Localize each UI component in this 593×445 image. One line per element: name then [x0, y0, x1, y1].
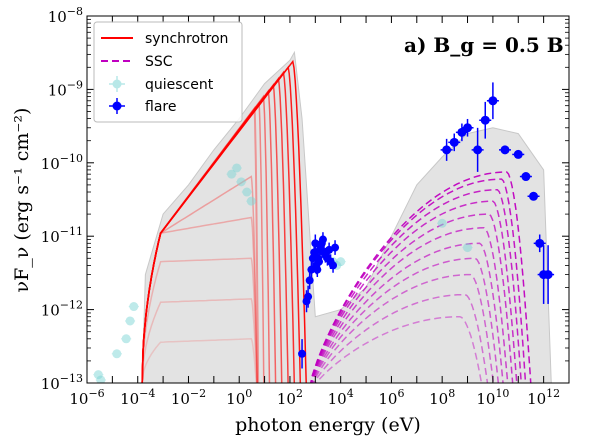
- x-tick-label: 106: [378, 387, 404, 408]
- y-tick-label: 10−12: [41, 299, 83, 320]
- legend-flare-label: flare: [145, 99, 176, 115]
- quiescent-points: [93, 163, 473, 383]
- y-tick-label: 10−8: [48, 5, 83, 26]
- flare-point: [440, 138, 453, 161]
- quiescent-point: [236, 177, 247, 187]
- flare-point: [479, 101, 492, 139]
- flare-point: [533, 234, 546, 253]
- x-axis-label: photon energy (eV): [235, 414, 421, 436]
- ssc-curve: [310, 171, 532, 383]
- x-tick-label: 104: [328, 387, 354, 408]
- axis-ticks: [86, 15, 570, 384]
- quiescent-point: [437, 218, 448, 228]
- x-tick-label: 10−6: [69, 387, 104, 408]
- plot-frame: [86, 15, 570, 384]
- synchrotron-curves: [141, 59, 307, 383]
- flare-point: [329, 258, 338, 273]
- ssc-curve: [313, 293, 489, 383]
- ssc-curves: [310, 171, 532, 383]
- y-tick-label: 10−11: [41, 225, 83, 246]
- x-tick-label: 10−4: [120, 387, 155, 408]
- quiescent-point: [95, 375, 106, 383]
- x-tick-label: 10−2: [171, 387, 206, 408]
- legend-box: [93, 21, 243, 123]
- synchrotron-curve: [141, 59, 307, 383]
- synchrotron-curve: [141, 257, 258, 383]
- quiescent-point: [226, 169, 237, 179]
- flare-point: [527, 191, 540, 201]
- y-axis-label: νF_ν (erg s⁻¹ cm⁻²): [11, 108, 33, 293]
- synchrotron-curve: [141, 216, 258, 383]
- flare-point: [448, 133, 461, 152]
- flare-point: [461, 118, 474, 137]
- ssc-curve: [310, 213, 514, 383]
- flare-point: [471, 127, 484, 172]
- synchrotron-curve: [141, 298, 258, 383]
- ssc-curve: [311, 257, 500, 383]
- quiescent-point: [111, 349, 122, 359]
- quiescent-point: [231, 163, 242, 173]
- legend-quiescent-swatch: [109, 76, 125, 92]
- y-tick-label: 10−9: [48, 78, 83, 99]
- legend-synchrotron-label: synchrotron: [145, 31, 228, 47]
- legend-flare-swatch: [109, 98, 125, 114]
- y-tick-label: 10−10: [41, 152, 83, 173]
- x-tick-label: 100: [226, 387, 252, 408]
- flare-point: [519, 172, 532, 182]
- quiescent-point: [241, 187, 252, 197]
- quiescent-point: [121, 334, 132, 344]
- plot-area: [93, 50, 555, 383]
- ssc-curve: [310, 227, 509, 383]
- ssc-curve: [310, 188, 522, 383]
- flare-point: [331, 240, 340, 255]
- ssc-curve: [311, 273, 495, 383]
- synchrotron-curve: [141, 338, 258, 383]
- flare-points: [298, 82, 555, 369]
- legend: synchrotron SSC quiescent flare: [93, 21, 243, 123]
- flare-point: [304, 285, 313, 308]
- x-tick-labels: 10−6 10−4 10−2 100 102 104 106 108 1010 1012: [69, 387, 560, 408]
- x-tick-label: 1010: [476, 387, 509, 408]
- ssc-curve: [310, 200, 518, 383]
- quiescent-point: [128, 302, 139, 312]
- envelope-layer: [141, 50, 552, 383]
- legend-quiescent-label: quiescent: [145, 77, 214, 93]
- x-tick-label: 1012: [527, 387, 560, 408]
- y-tick-label: 10−13: [41, 372, 83, 393]
- panel-annotation: a) B_g = 0.5 B: [404, 33, 564, 57]
- quiescent-point: [462, 243, 473, 253]
- x-tick-label: 108: [429, 387, 455, 408]
- x-tick-label: 102: [277, 387, 303, 408]
- legend-ssc-label: SSC: [145, 54, 173, 70]
- envelope-band: [141, 50, 552, 383]
- synchrotron-curve: [141, 175, 259, 383]
- flare-point: [486, 82, 499, 120]
- flare-point: [542, 245, 555, 304]
- flare-point: [498, 145, 511, 155]
- quiescent-point: [246, 196, 257, 206]
- flare-point: [298, 339, 307, 369]
- flare-point: [318, 232, 327, 247]
- flare-point: [512, 149, 525, 159]
- quiescent-point: [125, 316, 136, 326]
- flare-point: [315, 254, 324, 269]
- y-tick-labels: 10−13 10−12 10−11 10−10 10−9 10−8: [41, 5, 83, 393]
- quiescent-point: [335, 257, 346, 267]
- ssc-curve: [310, 242, 504, 383]
